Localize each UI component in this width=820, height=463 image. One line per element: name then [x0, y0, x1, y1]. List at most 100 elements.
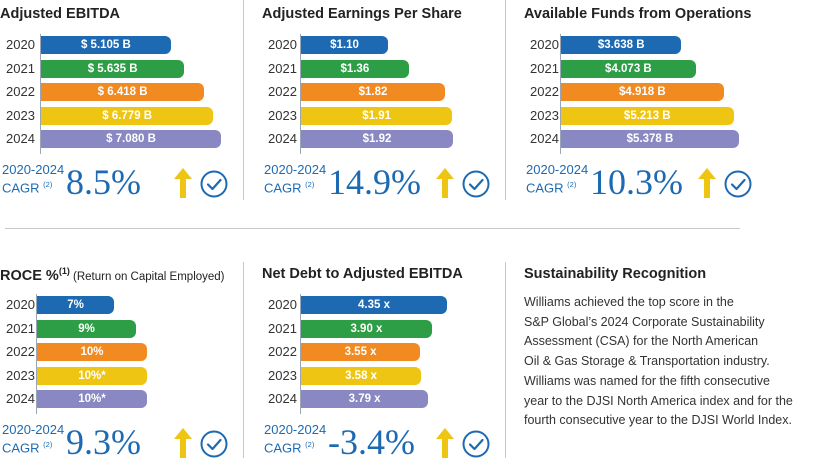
bar-2020: 4.35 x — [301, 296, 447, 314]
bar-value-label: 3.90 x — [350, 322, 383, 335]
up-arrow-icon — [174, 168, 192, 203]
cagr-period-label: 2020-2024 — [2, 162, 65, 177]
cagr-value: 14.9% — [328, 162, 421, 202]
eps-panel: Adjusted Earnings Per Share 2020 $1.10 2021… — [262, 6, 502, 200]
bar-value-label: $ 6.779 B — [102, 109, 153, 122]
bar-value-label: $ 6.418 B — [97, 86, 148, 98]
bar-2023: $1.91 — [301, 106, 453, 125]
title-text: Adjusted EBITDA — [0, 6, 121, 22]
year-label: 2021 — [6, 60, 35, 76]
cagr-footnote: (2) — [305, 440, 315, 449]
year-label: 2023 — [268, 107, 297, 123]
up-arrow-icon — [436, 168, 454, 203]
up-arrow-icon — [698, 168, 716, 203]
bar-value-label: $1.36 — [340, 62, 370, 75]
text-line: S&P Global’s 2024 Corporate Sustainabili… — [524, 314, 765, 329]
cagr-label: CAGR (2) — [2, 177, 52, 195]
title-text: Available Funds from Operations — [524, 6, 752, 22]
bar-value-label: $4.918 B — [619, 86, 666, 98]
bar-value-label: 7% — [67, 299, 84, 311]
bar-value-label: $1.92 — [362, 133, 392, 145]
cagr-text: CAGR — [264, 440, 306, 456]
afo-panel: Available Funds from Operations 2020 $3.63… — [524, 6, 764, 200]
bar-2020: 7% — [37, 296, 114, 314]
year-label: 2023 — [268, 367, 297, 383]
cagr-text: CAGR — [2, 440, 44, 456]
bar-2020: $ 5.105 B — [41, 36, 171, 54]
year-label: 2023 — [530, 107, 559, 123]
bar-2021: 9% — [37, 319, 136, 338]
column-divider — [243, 0, 244, 200]
bar-2021: 3.90 x — [301, 319, 432, 338]
year-label: 2022 — [6, 344, 35, 359]
bar-2021: $ 5.635 B — [41, 59, 185, 78]
cagr-value: 10.3% — [590, 162, 683, 202]
year-label: 2022 — [268, 84, 297, 99]
title-text: Adjusted Earnings Per Share — [262, 6, 462, 22]
title-text: ROCE % — [0, 267, 59, 284]
axis-line — [40, 34, 41, 154]
year-label: 2023 — [6, 107, 35, 123]
bar-value-label: 3.58 x — [345, 369, 378, 382]
bar-value-label: $ 5.635 B — [87, 62, 138, 75]
year-label: 2021 — [268, 60, 297, 76]
axis-line — [36, 294, 37, 414]
checkmark-circle-icon — [462, 170, 490, 203]
ebitda-title: Adjusted EBITDA — [0, 6, 120, 22]
year-label: 2020 — [6, 37, 35, 52]
year-label: 2021 — [6, 320, 35, 336]
afo-title: Available Funds from Operations — [524, 6, 751, 22]
year-label: 2021 — [530, 60, 559, 76]
year-label: 2024 — [268, 391, 297, 406]
text-line: Assessment (CSA) for the North American — [524, 334, 759, 349]
year-label: 2022 — [530, 84, 559, 99]
cagr-footnote: (2) — [43, 180, 53, 189]
bar-value-label: $4.073 B — [605, 62, 652, 75]
year-label: 2024 — [530, 131, 559, 146]
checkmark-circle-icon — [462, 430, 490, 463]
bar-2022: $1.82 — [301, 83, 446, 101]
bar-2024: $1.92 — [301, 130, 453, 148]
bar-value-label: $ 5.105 B — [80, 39, 131, 51]
cagr-label: CAGR (2) — [526, 177, 576, 195]
title-text: Net Debt to Adjusted EBITDA — [262, 266, 463, 282]
bar-2024: $ 7.080 B — [41, 130, 221, 148]
bar-2023: 10%* — [37, 366, 147, 385]
cagr-value: 8.5% — [66, 162, 141, 202]
axis-line — [300, 34, 301, 154]
year-label: 2020 — [268, 297, 297, 312]
cagr-footnote: (2) — [567, 180, 577, 189]
bar-2024: 3.79 x — [301, 390, 429, 408]
bar-value-label: 3.55 x — [344, 346, 377, 358]
bar-2023: $5.213 B — [561, 106, 734, 125]
text-line: Williams achieved the top score in the — [524, 295, 734, 309]
bar-value-label: $5.213 B — [623, 109, 671, 122]
bar-value-label: $1.82 — [358, 86, 388, 98]
bar-value-label: 4.35 x — [358, 299, 390, 311]
bar-value-label: 10% — [80, 346, 104, 358]
bar-2021: $4.073 B — [561, 59, 696, 78]
roce-panel: ROCE %(1) (Return on Capital Employed) 20… — [0, 266, 240, 460]
cagr-value: -3.4% — [328, 422, 415, 462]
cagr-label: CAGR (2) — [264, 437, 314, 455]
column-divider — [505, 262, 506, 458]
cagr-value: 9.3% — [66, 422, 141, 462]
bar-value-label: 9% — [78, 322, 95, 335]
up-arrow-icon — [436, 428, 454, 463]
cagr-period-label: 2020-2024 — [526, 162, 589, 177]
bar-2020: $3.638 B — [561, 36, 682, 54]
row-divider — [5, 228, 740, 229]
year-label: 2022 — [6, 84, 35, 99]
cagr-text: CAGR — [526, 180, 568, 196]
year-label: 2023 — [6, 367, 35, 383]
bar-value-label: 3.79 x — [348, 393, 381, 405]
cagr-footnote: (2) — [305, 180, 315, 189]
title-footnote: (1) — [58, 266, 70, 276]
bar-2023: $ 6.779 B — [41, 106, 214, 125]
year-label: 2022 — [268, 344, 297, 359]
checkmark-circle-icon — [200, 430, 228, 463]
text-line: Williams was named for the fifth consecu… — [524, 373, 770, 388]
bar-value-label: $1.91 — [362, 109, 391, 122]
year-label: 2024 — [6, 131, 35, 146]
bar-2021: $1.36 — [301, 59, 409, 78]
